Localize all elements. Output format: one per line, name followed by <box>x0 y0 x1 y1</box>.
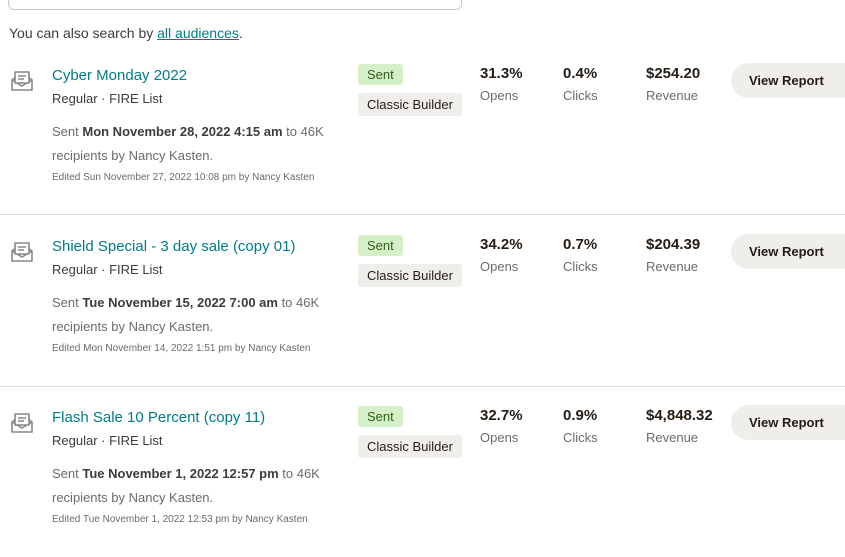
search-hint-prefix: You can also search by <box>9 25 158 41</box>
sent-prefix: Sent <box>52 466 83 481</box>
view-report-button[interactable]: View Report <box>731 63 845 98</box>
view-report-button[interactable]: View Report <box>731 234 845 269</box>
email-campaign-icon <box>10 240 34 264</box>
search-input[interactable] <box>8 0 462 10</box>
clicks-stat: 0.9% Clicks <box>563 407 598 445</box>
revenue-value: $204.39 <box>646 236 701 253</box>
clicks-stat: 0.4% Clicks <box>563 65 598 103</box>
revenue-stat: $204.39 Revenue <box>646 236 700 274</box>
campaign-title-link[interactable]: Shield Special - 3 day sale (copy 01) <box>52 238 296 255</box>
opens-label: Opens <box>480 430 519 445</box>
campaign-type: Regular <box>52 433 98 448</box>
status-badge: Sent <box>358 235 403 256</box>
sent-suffix: to 46K recipients by Nancy Kasten. <box>52 295 320 334</box>
clicks-label: Clicks <box>563 88 598 103</box>
sent-date: Tue November 15, 2022 7:00 am <box>82 295 278 310</box>
builder-badge: Classic Builder <box>358 93 462 116</box>
status-badge: Sent <box>358 64 403 85</box>
campaign-audience: FIRE List <box>109 433 163 448</box>
opens-stat: 32.7% Opens <box>480 407 523 445</box>
revenue-label: Revenue <box>646 430 699 445</box>
sent-date: Tue November 1, 2022 12:57 pm <box>82 466 279 481</box>
revenue-value: $4,848.32 <box>646 407 713 424</box>
campaign-edited-info: Edited Sun November 27, 2022 10:08 pm by… <box>52 172 315 183</box>
campaign-sent-info: Sent Mon November 28, 2022 4:15 am to 46… <box>52 120 357 168</box>
sent-prefix: Sent <box>52 124 83 139</box>
opens-stat: 31.3% Opens <box>480 65 523 103</box>
opens-value: 34.2% <box>480 236 523 253</box>
campaign-row: Flash Sale 10 Percent (copy 11) Regular … <box>0 386 845 557</box>
clicks-label: Clicks <box>563 430 598 445</box>
campaign-type: Regular <box>52 91 98 106</box>
clicks-value: 0.7% <box>563 236 598 253</box>
sent-suffix: to 46K recipients by Nancy Kasten. <box>52 124 324 163</box>
clicks-stat: 0.7% Clicks <box>563 236 598 274</box>
campaign-meta: Regular · FIRE List <box>52 91 163 106</box>
view-report-button[interactable]: View Report <box>731 405 845 440</box>
sent-suffix: to 46K recipients by Nancy Kasten. <box>52 466 320 505</box>
clicks-value: 0.9% <box>563 407 598 424</box>
opens-label: Opens <box>480 259 519 274</box>
campaign-sent-info: Sent Tue November 15, 2022 7:00 am to 46… <box>52 291 357 339</box>
campaign-title-link[interactable]: Flash Sale 10 Percent (copy 11) <box>52 409 266 426</box>
campaign-edited-info: Edited Mon November 14, 2022 1:51 pm by … <box>52 343 311 354</box>
revenue-label: Revenue <box>646 259 699 274</box>
campaign-audience: FIRE List <box>109 91 163 106</box>
builder-badge: Classic Builder <box>358 435 462 458</box>
search-hint-suffix: . <box>238 25 243 41</box>
opens-stat: 34.2% Opens <box>480 236 523 274</box>
campaign-title-link[interactable]: Cyber Monday 2022 <box>52 67 188 84</box>
campaign-edited-info: Edited Tue November 1, 2022 12:53 pm by … <box>52 514 308 525</box>
campaign-type: Regular <box>52 262 98 277</box>
campaign-audience: FIRE List <box>109 262 163 277</box>
campaign-row: Shield Special - 3 day sale (copy 01) Re… <box>0 215 845 387</box>
email-campaign-icon <box>10 411 34 435</box>
sent-date: Mon November 28, 2022 4:15 am <box>82 124 283 139</box>
revenue-value: $254.20 <box>646 65 701 82</box>
email-campaign-icon <box>10 69 34 93</box>
opens-value: 31.3% <box>480 65 523 82</box>
campaign-row: Cyber Monday 2022 Regular · FIRE List Se… <box>0 44 845 215</box>
all-audiences-link[interactable]: all audiences <box>157 25 239 41</box>
builder-badge: Classic Builder <box>358 264 462 287</box>
revenue-label: Revenue <box>646 88 699 103</box>
campaign-meta: Regular · FIRE List <box>52 262 163 277</box>
revenue-stat: $254.20 Revenue <box>646 65 700 103</box>
status-badge: Sent <box>358 406 403 427</box>
clicks-label: Clicks <box>563 259 598 274</box>
revenue-stat: $4,848.32 Revenue <box>646 407 713 445</box>
campaign-sent-info: Sent Tue November 1, 2022 12:57 pm to 46… <box>52 462 357 510</box>
sent-prefix: Sent <box>52 295 83 310</box>
clicks-value: 0.4% <box>563 65 598 82</box>
opens-value: 32.7% <box>480 407 523 424</box>
search-hint: You can also search by all audiences. <box>9 25 243 41</box>
campaign-meta: Regular · FIRE List <box>52 433 163 448</box>
opens-label: Opens <box>480 88 519 103</box>
